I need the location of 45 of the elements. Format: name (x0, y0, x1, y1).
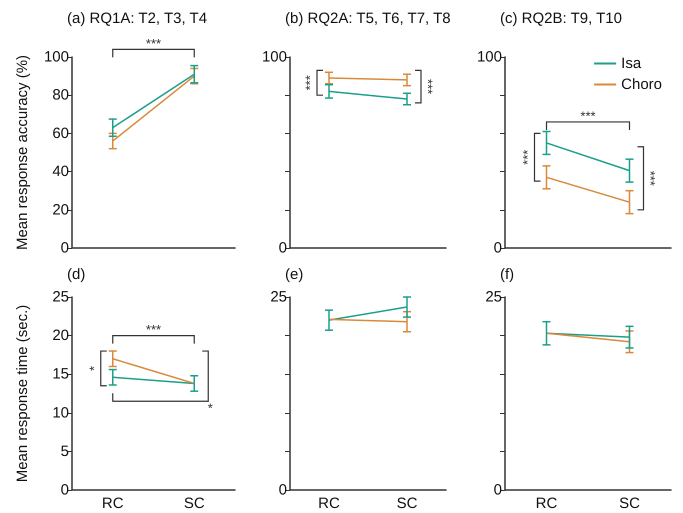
y-tick-label: 25 (485, 288, 502, 306)
x-tick-label: SC (184, 495, 205, 512)
y-tick-label: 20 (52, 201, 69, 218)
chart-title: (e) (285, 266, 304, 283)
chart-title: (f) (500, 266, 514, 283)
y-tick-label: 100 (44, 48, 69, 66)
y-tick-label: 0 (494, 240, 502, 256)
chart-title: (c) RQ2B: T9, T10 (500, 10, 622, 27)
x-tick-label: RC (318, 495, 340, 512)
y-tick-label: 10 (52, 404, 69, 422)
text: *** (146, 36, 162, 51)
x-tick-label: RC (102, 495, 124, 512)
y-tick-label: 5 (60, 442, 69, 460)
y-tick-label: 100 (262, 48, 287, 66)
chart-title: (b) RQ2A: T5, T6, T7, T8 (285, 10, 451, 27)
chart-title: (d) (67, 266, 86, 283)
x-tick-label: RC (536, 495, 558, 512)
y-tick-label: 15 (52, 366, 69, 383)
y-tick-label: 0 (278, 482, 287, 498)
y-tick-label: 0 (60, 240, 69, 256)
y-tick-label: 80 (52, 86, 69, 104)
y-axis-title: Mean response accuracy (%) (14, 54, 31, 250)
x-tick-label: SC (619, 495, 640, 512)
y-tick-label: 60 (52, 124, 69, 142)
annotation: * (208, 400, 213, 416)
y-tick-label: 20 (52, 327, 69, 344)
annotation: *** (580, 108, 596, 124)
y-tick-label: 0 (494, 482, 502, 498)
annotation: * (86, 366, 102, 371)
y-tick-label: 0 (60, 482, 69, 498)
y-tick-label: 40 (52, 163, 69, 180)
annotation: *** (146, 322, 162, 338)
annotation: *** (643, 170, 658, 186)
y-tick-label: 25 (52, 288, 69, 306)
x-tick-label: SC (396, 495, 418, 512)
legend-label: Isa (621, 55, 642, 72)
legend-label: Choro (621, 76, 662, 93)
annotation: *** (520, 150, 535, 165)
chart-title: (a) RQ1A: T2, T3, T4 (67, 10, 208, 27)
annotation: *** (420, 79, 436, 94)
y-axis-title: Mean response time (sec.) (14, 304, 31, 482)
y-tick-label: 25 (270, 288, 287, 306)
annotation: *** (302, 75, 318, 90)
y-tick-label: 100 (476, 48, 502, 66)
y-tick-label: 0 (278, 240, 287, 256)
